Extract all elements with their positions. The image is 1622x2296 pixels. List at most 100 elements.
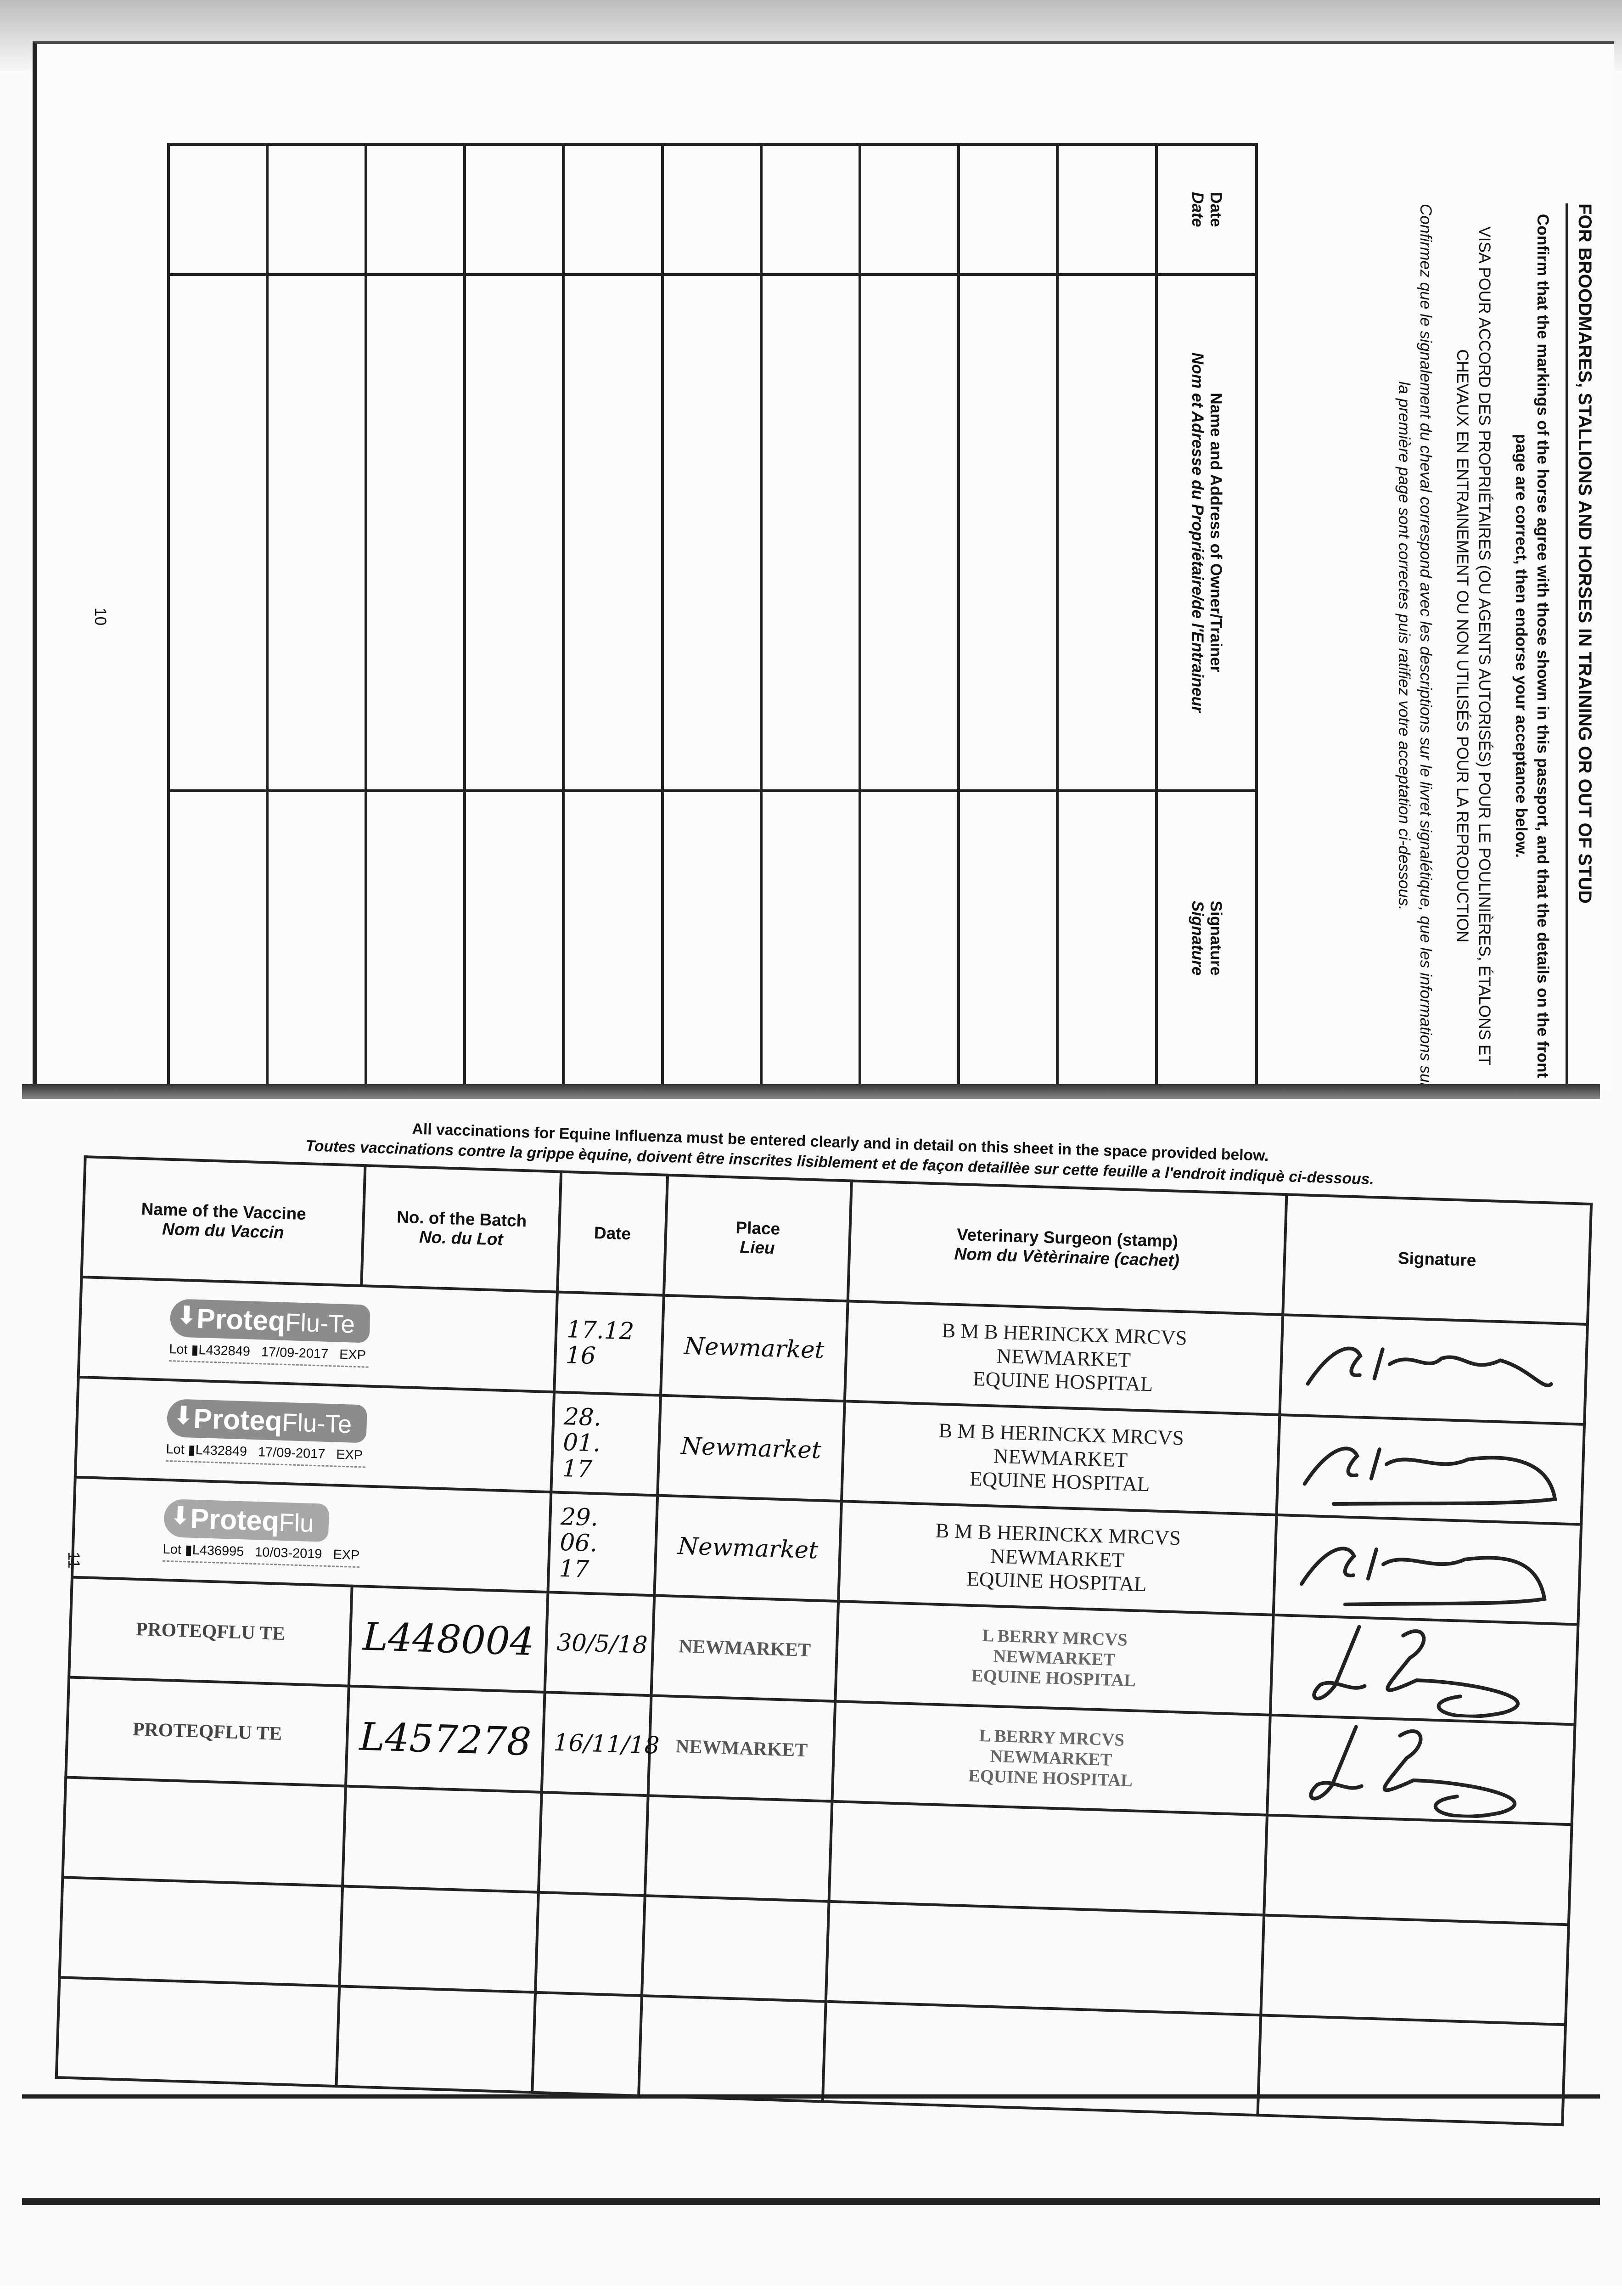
table-row [365, 144, 465, 1086]
vaccine-sticker-lot: Lot ▮L436995 10/03-2019 EXP [163, 1541, 360, 1568]
table-cell [859, 790, 959, 1086]
instruction-fr: Confirmez que le signalement du cheval c… [1395, 204, 1435, 1088]
table-row: ⬇ ProteqFlu-Te Lot ▮L432849 17/09-2017 EX… [75, 1377, 1585, 1525]
vaccine-label-cell: ⬇ ProteqFlu-Te Lot ▮L432849 17/09-2017 EX… [78, 1277, 558, 1393]
vaccination-date: 16/11/18 [542, 1692, 660, 1796]
header-vaccine: Name of the Vaccine Nom du Vaccin [81, 1156, 365, 1286]
header-owner: Name and Address of Owner/Trainer Nom et … [1156, 274, 1257, 791]
handwritten-signature [1312, 1625, 1520, 1719]
table-row: PROTEQFLU TE L457278 16/11/18 NEWMARKET L… [66, 1677, 1576, 1825]
header-signature: Signature [1283, 1194, 1592, 1325]
book-bottom-edge [22, 2197, 1600, 2205]
table-cell [168, 144, 267, 275]
vaccine-sticker-brand: ⬇ ProteqFlu-Te [166, 1399, 367, 1443]
vaccine-sticker-brand: ⬇ ProteqFlu-Te [169, 1299, 370, 1343]
table-cell [62, 1777, 346, 1886]
vet-stamp: L BERRY MRCVS NEWMARKET EQUINE HOSPITAL [835, 1601, 1274, 1716]
vaccine-sticker: ⬇ ProteqFlu-Te Lot ▮L432849 17/09-2017 EX… [165, 1399, 367, 1468]
table-row [464, 144, 564, 1086]
table-cell [535, 1892, 645, 1996]
vaccine-name: PROTEQFLU TE [66, 1677, 349, 1787]
table-cell [662, 274, 761, 791]
table-cell [1057, 144, 1156, 275]
signature-cell [1270, 1615, 1579, 1725]
table-cell [761, 790, 860, 1086]
table-cell [826, 1902, 1264, 2015]
table-row [859, 144, 959, 1086]
batch-number: L448004 [349, 1586, 549, 1693]
vaccination-date: 17.12 16 [554, 1292, 664, 1396]
table-cell [761, 274, 860, 791]
arrow-down-icon: ⬇ [175, 1301, 198, 1330]
table-row [168, 144, 267, 1086]
table-cell [958, 790, 1058, 1086]
header-date: Date Date [1156, 144, 1257, 275]
vaccination-place: NEWMARKET [648, 1695, 836, 1802]
batch-number: L457278 [346, 1686, 545, 1793]
table-cell [1261, 1915, 1569, 2025]
table-row: PROTEQFLU TE L448004 30/5/18 NEWMARKET L … [69, 1577, 1579, 1725]
table-row [662, 144, 761, 1086]
table-cell [336, 1986, 536, 2093]
header-date: Date [557, 1171, 668, 1296]
table-cell [342, 1786, 542, 1893]
vaccine-sticker-brand: ⬇ ProteqFlu [163, 1498, 330, 1542]
table-cell [563, 790, 662, 1086]
owner-endorsement-table: Date Date Name and Address of Owner/Train… [168, 143, 1258, 1086]
table-row [1057, 144, 1156, 1086]
arrow-down-icon: ⬇ [173, 1401, 195, 1430]
page-bottom-edge [22, 2094, 1600, 2099]
handwritten-signature [1300, 1547, 1547, 1607]
table-cell [662, 790, 761, 1086]
handwritten-signature [1302, 1446, 1557, 1506]
vaccine-label-cell: ⬇ ProteqFlu-Te Lot ▮L432849 17/09-2017 EX… [75, 1377, 555, 1492]
table-cell [641, 1896, 829, 2002]
vet-stamp: L BERRY MRCVS NEWMARKET EQUINE HOSPITAL [832, 1701, 1270, 1816]
vaccine-sticker-lot: Lot ▮L432849 17/09-2017 EXP [165, 1441, 366, 1468]
table-cell [59, 1877, 343, 1986]
table-header-row: Date Date Name and Address of Owner/Train… [1156, 144, 1257, 1086]
table-row [761, 144, 860, 1086]
arrow-down-icon: ⬇ [169, 1501, 191, 1531]
signature-cell [1280, 1315, 1588, 1425]
page-10-instructions: FOR BROODMARES, STALLIONS AND HORSES IN … [1279, 203, 1596, 1089]
table-row [267, 144, 366, 1086]
table-cell [168, 274, 267, 791]
table-cell [267, 144, 366, 275]
table-cell [539, 1792, 648, 1896]
table-cell [532, 1992, 642, 2096]
header-place: Place Lieu [663, 1175, 852, 1302]
vaccination-date: 29. 06. 17 [548, 1492, 658, 1596]
table-cell [168, 790, 267, 1086]
vaccine-label-cell: ⬇ ProteqFlu Lot ▮L436995 10/03-2019 EXP [72, 1477, 551, 1593]
header-vet: Veterinary Surgeon (stamp) Nom du Vètèrin… [848, 1181, 1287, 1315]
table-cell [267, 274, 366, 791]
table-cell [1263, 1815, 1572, 1925]
vaccination-date: 30/5/18 [545, 1592, 655, 1696]
page-number-10: 10 [91, 608, 109, 626]
handwritten-signature [1309, 1725, 1517, 1818]
signature-cell [1273, 1515, 1582, 1625]
header-batch: No. of the Batch No. du Lot [361, 1165, 561, 1293]
table-row: ⬇ ProteqFlu Lot ▮L436995 10/03-2019 EXP 2… [72, 1477, 1582, 1625]
vaccination-sheet: All vaccinations for Equine Influenza mu… [55, 1109, 1596, 2127]
vaccination-place: Newmarket [660, 1295, 848, 1401]
table-cell [958, 274, 1058, 791]
section-title: FOR BROODMARES, STALLIONS AND HORSES IN … [1566, 203, 1596, 1089]
instruction-en: Confirm that the markings of the horse a… [1512, 214, 1552, 1078]
table-cell [365, 274, 465, 791]
signature-cell [1276, 1415, 1585, 1525]
table-cell [829, 1801, 1267, 1916]
handwritten-signature [1306, 1347, 1553, 1388]
table-row: ⬇ ProteqFlu-Te Lot ▮L432849 17/09-2017 EX… [78, 1277, 1588, 1425]
vaccine-sticker: ⬇ ProteqFlu Lot ▮L436995 10/03-2019 EXP [163, 1498, 361, 1568]
vaccination-table: Name of the Vaccine Nom du Vaccin No. of … [55, 1155, 1593, 2127]
table-cell [267, 790, 366, 1086]
vet-stamp: B M B HERINCKX MRCVS NEWMARKET EQUINE HO… [842, 1401, 1280, 1515]
table-cell [56, 1977, 340, 2087]
vaccine-sticker: ⬇ ProteqFlu-Te Lot ▮L432849 17/09-2017 EX… [168, 1299, 370, 1368]
table-cell [958, 144, 1058, 275]
page-10 [32, 41, 1615, 1092]
vet-stamp: B M B HERINCKX MRCVS NEWMARKET EQUINE HO… [845, 1301, 1283, 1415]
